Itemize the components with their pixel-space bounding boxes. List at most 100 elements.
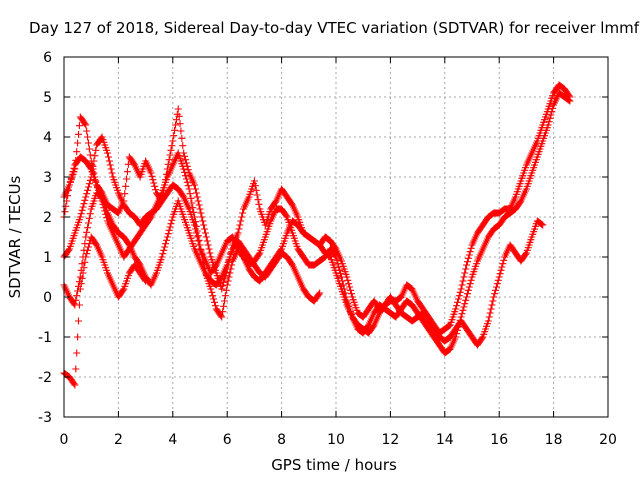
data-point [184, 182, 192, 190]
data-point [186, 190, 194, 198]
data-point [65, 181, 73, 189]
data-point [168, 216, 176, 224]
data-point [463, 293, 471, 301]
data-point [62, 202, 70, 210]
y-tick-label: 3 [43, 170, 52, 186]
data-point [208, 288, 216, 296]
data-point [163, 233, 171, 241]
data-point [253, 191, 261, 199]
x-tick-label: 4 [168, 432, 177, 448]
data-point [315, 290, 323, 298]
data-point [193, 193, 201, 201]
data-point [224, 277, 232, 285]
data-point [178, 134, 186, 142]
data-point [465, 251, 473, 259]
series-day-1 [60, 81, 574, 337]
y-tick-label: 1 [43, 250, 52, 266]
data-point [498, 263, 506, 271]
data-point [282, 212, 290, 220]
data-point [91, 152, 99, 160]
data-point [485, 313, 493, 321]
data-point [84, 243, 92, 251]
data-point [203, 237, 211, 245]
data-point [181, 168, 189, 176]
data-point [255, 200, 263, 208]
data-point [121, 190, 129, 198]
data-point [124, 160, 132, 168]
data-point [166, 223, 174, 231]
data-point [175, 112, 183, 120]
data-point [484, 317, 492, 325]
data-point [86, 210, 94, 218]
y-tick-label: -3 [38, 410, 52, 426]
data-point [76, 213, 84, 221]
data-point [223, 281, 231, 289]
data-point [184, 166, 192, 174]
data-point [462, 296, 470, 304]
y-tick-label: 2 [43, 210, 52, 226]
data-point [164, 230, 172, 238]
data-point [73, 292, 81, 300]
data-point [491, 290, 499, 298]
data-point [176, 120, 184, 128]
data-point [461, 269, 469, 277]
data-point [488, 301, 496, 309]
data-point [191, 213, 199, 221]
data-point [192, 222, 200, 230]
data-point [218, 285, 226, 293]
data-point [463, 290, 471, 298]
data-point [222, 286, 230, 294]
data-point [210, 295, 218, 303]
data-point [201, 229, 209, 237]
data-point [159, 250, 167, 258]
data-point [457, 285, 465, 293]
data-point [165, 226, 173, 234]
data-point [61, 208, 69, 216]
data-point [458, 281, 466, 289]
data-point [90, 157, 98, 165]
x-tick-label: 20 [599, 432, 617, 448]
data-point [83, 127, 91, 135]
data-point [462, 265, 470, 273]
data-point [465, 283, 473, 291]
data-point [478, 334, 486, 342]
data-point [251, 182, 259, 190]
data-point [165, 156, 173, 164]
data-point [458, 310, 466, 318]
data-point [460, 273, 468, 281]
data-point [195, 201, 203, 209]
x-axis-label: GPS time / hours [271, 456, 397, 474]
x-tick-label: 12 [381, 432, 399, 448]
data-point [68, 171, 76, 179]
data-point [80, 264, 88, 272]
data-point [493, 280, 501, 288]
data-point [179, 142, 187, 150]
y-tick-label: -2 [38, 370, 52, 386]
data-point [238, 213, 246, 221]
data-point [177, 127, 185, 135]
data-point [252, 186, 260, 194]
data-point [79, 203, 87, 211]
data-point [85, 180, 93, 188]
data-point [72, 296, 80, 304]
data-point [82, 121, 90, 129]
data-point [221, 292, 229, 300]
data-point [202, 233, 210, 241]
data-point [316, 289, 324, 297]
x-tick-label: 18 [545, 432, 563, 448]
data-point [464, 286, 472, 294]
data-point [455, 292, 463, 300]
x-tick-labels: 0 2 4 6 8 10 12 14 16 18 20 [60, 432, 617, 448]
data-point [84, 246, 92, 254]
data-point [204, 241, 212, 249]
data-point [521, 250, 529, 258]
data-point [226, 269, 234, 277]
data-point [182, 175, 190, 183]
x-tick-label: 16 [490, 432, 508, 448]
data-point [86, 164, 94, 172]
data-point [456, 288, 464, 296]
data-point [205, 245, 213, 253]
data-point [81, 120, 89, 128]
data-point [347, 286, 355, 294]
data-point [545, 118, 553, 126]
